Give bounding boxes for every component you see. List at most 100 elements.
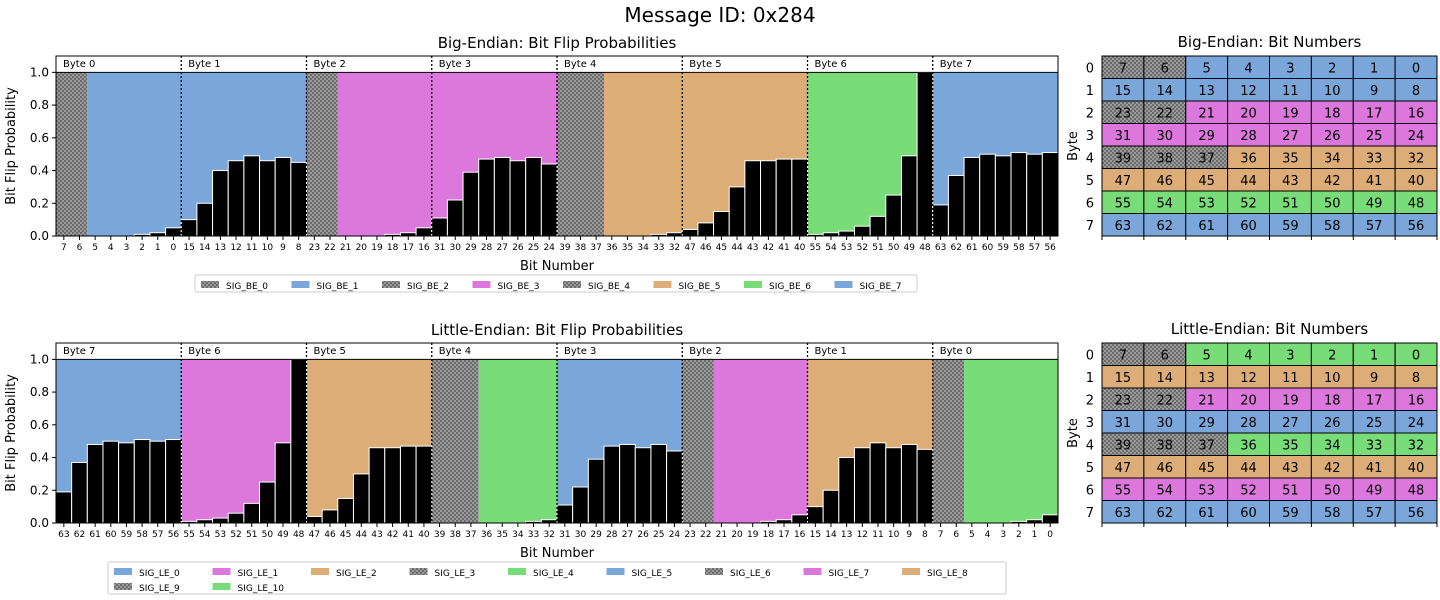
cell-value: 15 xyxy=(1115,371,1132,386)
bar xyxy=(227,160,245,237)
x-tick-label: 45 xyxy=(340,530,351,540)
row-label: 0 xyxy=(1086,348,1094,363)
x-tick-label: 59 xyxy=(121,530,133,540)
cell-value: 4 xyxy=(1244,348,1252,363)
signal-region xyxy=(431,359,479,523)
cell-value: 51 xyxy=(1282,483,1299,498)
bar xyxy=(540,163,558,237)
legend-swatch xyxy=(114,583,132,590)
cell-value: 56 xyxy=(1408,506,1425,521)
cell-value: 1 xyxy=(1370,348,1378,363)
cell-value: 14 xyxy=(1157,84,1174,99)
y-tick-label: 1.0 xyxy=(30,65,49,79)
cell-value: 0 xyxy=(1412,61,1420,76)
x-tick-label: 13 xyxy=(841,530,852,540)
row-label: 5 xyxy=(1086,461,1094,476)
legend-swatch xyxy=(311,568,329,575)
row-label: 3 xyxy=(1086,129,1094,144)
x-tick-label: 44 xyxy=(731,243,743,253)
table-title: Big-Endian: Bit Numbers xyxy=(1178,33,1362,51)
x-tick-label: 32 xyxy=(669,243,680,253)
x-tick-label: 28 xyxy=(481,243,493,253)
bar xyxy=(885,194,902,237)
legend-label: SIG_LE_5 xyxy=(632,569,673,579)
x-tick-label: 21 xyxy=(716,530,727,540)
cell-value: 23 xyxy=(1115,106,1132,121)
byte-label: Byte 7 xyxy=(940,59,972,70)
row-label: 2 xyxy=(1086,393,1094,408)
signal-region xyxy=(478,359,557,523)
legend-swatch xyxy=(744,281,762,288)
figure-title: Message ID: 0x284 xyxy=(624,3,815,27)
signal-region xyxy=(932,359,965,523)
legend-label: SIG_LE_4 xyxy=(533,569,574,579)
x-tick-label: 2 xyxy=(1016,530,1022,540)
x-tick-label: 24 xyxy=(669,530,681,540)
cell-value: 46 xyxy=(1157,461,1174,476)
plot-frame xyxy=(55,55,1059,237)
cell-value: 3 xyxy=(1286,348,1294,363)
cell-value: 16 xyxy=(1408,393,1425,408)
bar xyxy=(321,509,339,524)
x-tick-label: 42 xyxy=(763,243,774,253)
cell-value: 2 xyxy=(1328,61,1336,76)
legend-swatch xyxy=(606,568,625,575)
row-label: 7 xyxy=(1086,506,1094,521)
cell-value: 45 xyxy=(1198,174,1215,189)
cell-value: 8 xyxy=(1412,371,1420,386)
x-tick-label: 60 xyxy=(982,243,994,253)
x-tick-label: 17 xyxy=(778,530,789,540)
x-tick-label: 44 xyxy=(356,530,368,540)
x-tick-label: 41 xyxy=(403,530,414,540)
bar xyxy=(290,161,307,237)
cell-value: 37 xyxy=(1198,438,1215,453)
cell-value: 55 xyxy=(1115,483,1132,498)
x-tick-label: 4 xyxy=(108,243,114,253)
x-tick-label: 37 xyxy=(590,243,601,253)
cell-value: 10 xyxy=(1324,84,1341,99)
x-tick-label: 55 xyxy=(183,530,194,540)
plot-frame xyxy=(55,342,1059,524)
x-tick-label: 11 xyxy=(872,530,883,540)
legend-swatch xyxy=(212,583,231,590)
bar xyxy=(791,514,808,524)
bar xyxy=(180,219,198,237)
cell-value: 7 xyxy=(1119,61,1127,76)
cell-value: 6 xyxy=(1161,61,1169,76)
x-tick-label: 46 xyxy=(700,243,712,253)
x-tick-label: 58 xyxy=(1013,243,1025,253)
legend-label: SIG_LE_9 xyxy=(139,584,180,594)
bar xyxy=(838,230,855,237)
cell-value: 11 xyxy=(1282,84,1299,99)
legend-swatch xyxy=(382,281,400,288)
cell-value: 37 xyxy=(1198,151,1215,166)
bar xyxy=(853,447,871,524)
row-label: 4 xyxy=(1086,151,1094,166)
bar xyxy=(431,217,448,237)
cell-value: 62 xyxy=(1157,219,1174,234)
table-title: Little-Endian: Bit Numbers xyxy=(1171,320,1369,338)
x-tick-label: 9 xyxy=(280,243,286,253)
legend-label: SIG_BE_5 xyxy=(679,282,721,292)
bar xyxy=(165,227,182,237)
x-tick-label: 20 xyxy=(731,530,743,540)
byte-label: Byte 3 xyxy=(439,59,471,70)
x-tick-label: 17 xyxy=(403,243,414,253)
big-endian-bit-table: 7 6 5 4 3 2 1 015 14 13 12 11 10 9 823 22 21 20 19 18 17 1631… xyxy=(1066,33,1438,240)
x-tick-label: 49 xyxy=(904,243,916,253)
cell-value: 13 xyxy=(1198,371,1215,386)
cell-value: 27 xyxy=(1282,416,1299,431)
bar xyxy=(243,502,261,524)
signal-region xyxy=(56,72,88,236)
legend-swatch xyxy=(114,568,132,575)
bar xyxy=(212,517,229,524)
cell-value: 57 xyxy=(1366,219,1383,234)
bar xyxy=(650,443,668,524)
cell-value: 15 xyxy=(1115,84,1132,99)
x-tick-label: 63 xyxy=(58,530,69,540)
x-tick-label: 50 xyxy=(262,530,274,540)
bar xyxy=(853,225,871,237)
table-cell xyxy=(1394,213,1438,237)
row-label: 1 xyxy=(1086,84,1094,99)
